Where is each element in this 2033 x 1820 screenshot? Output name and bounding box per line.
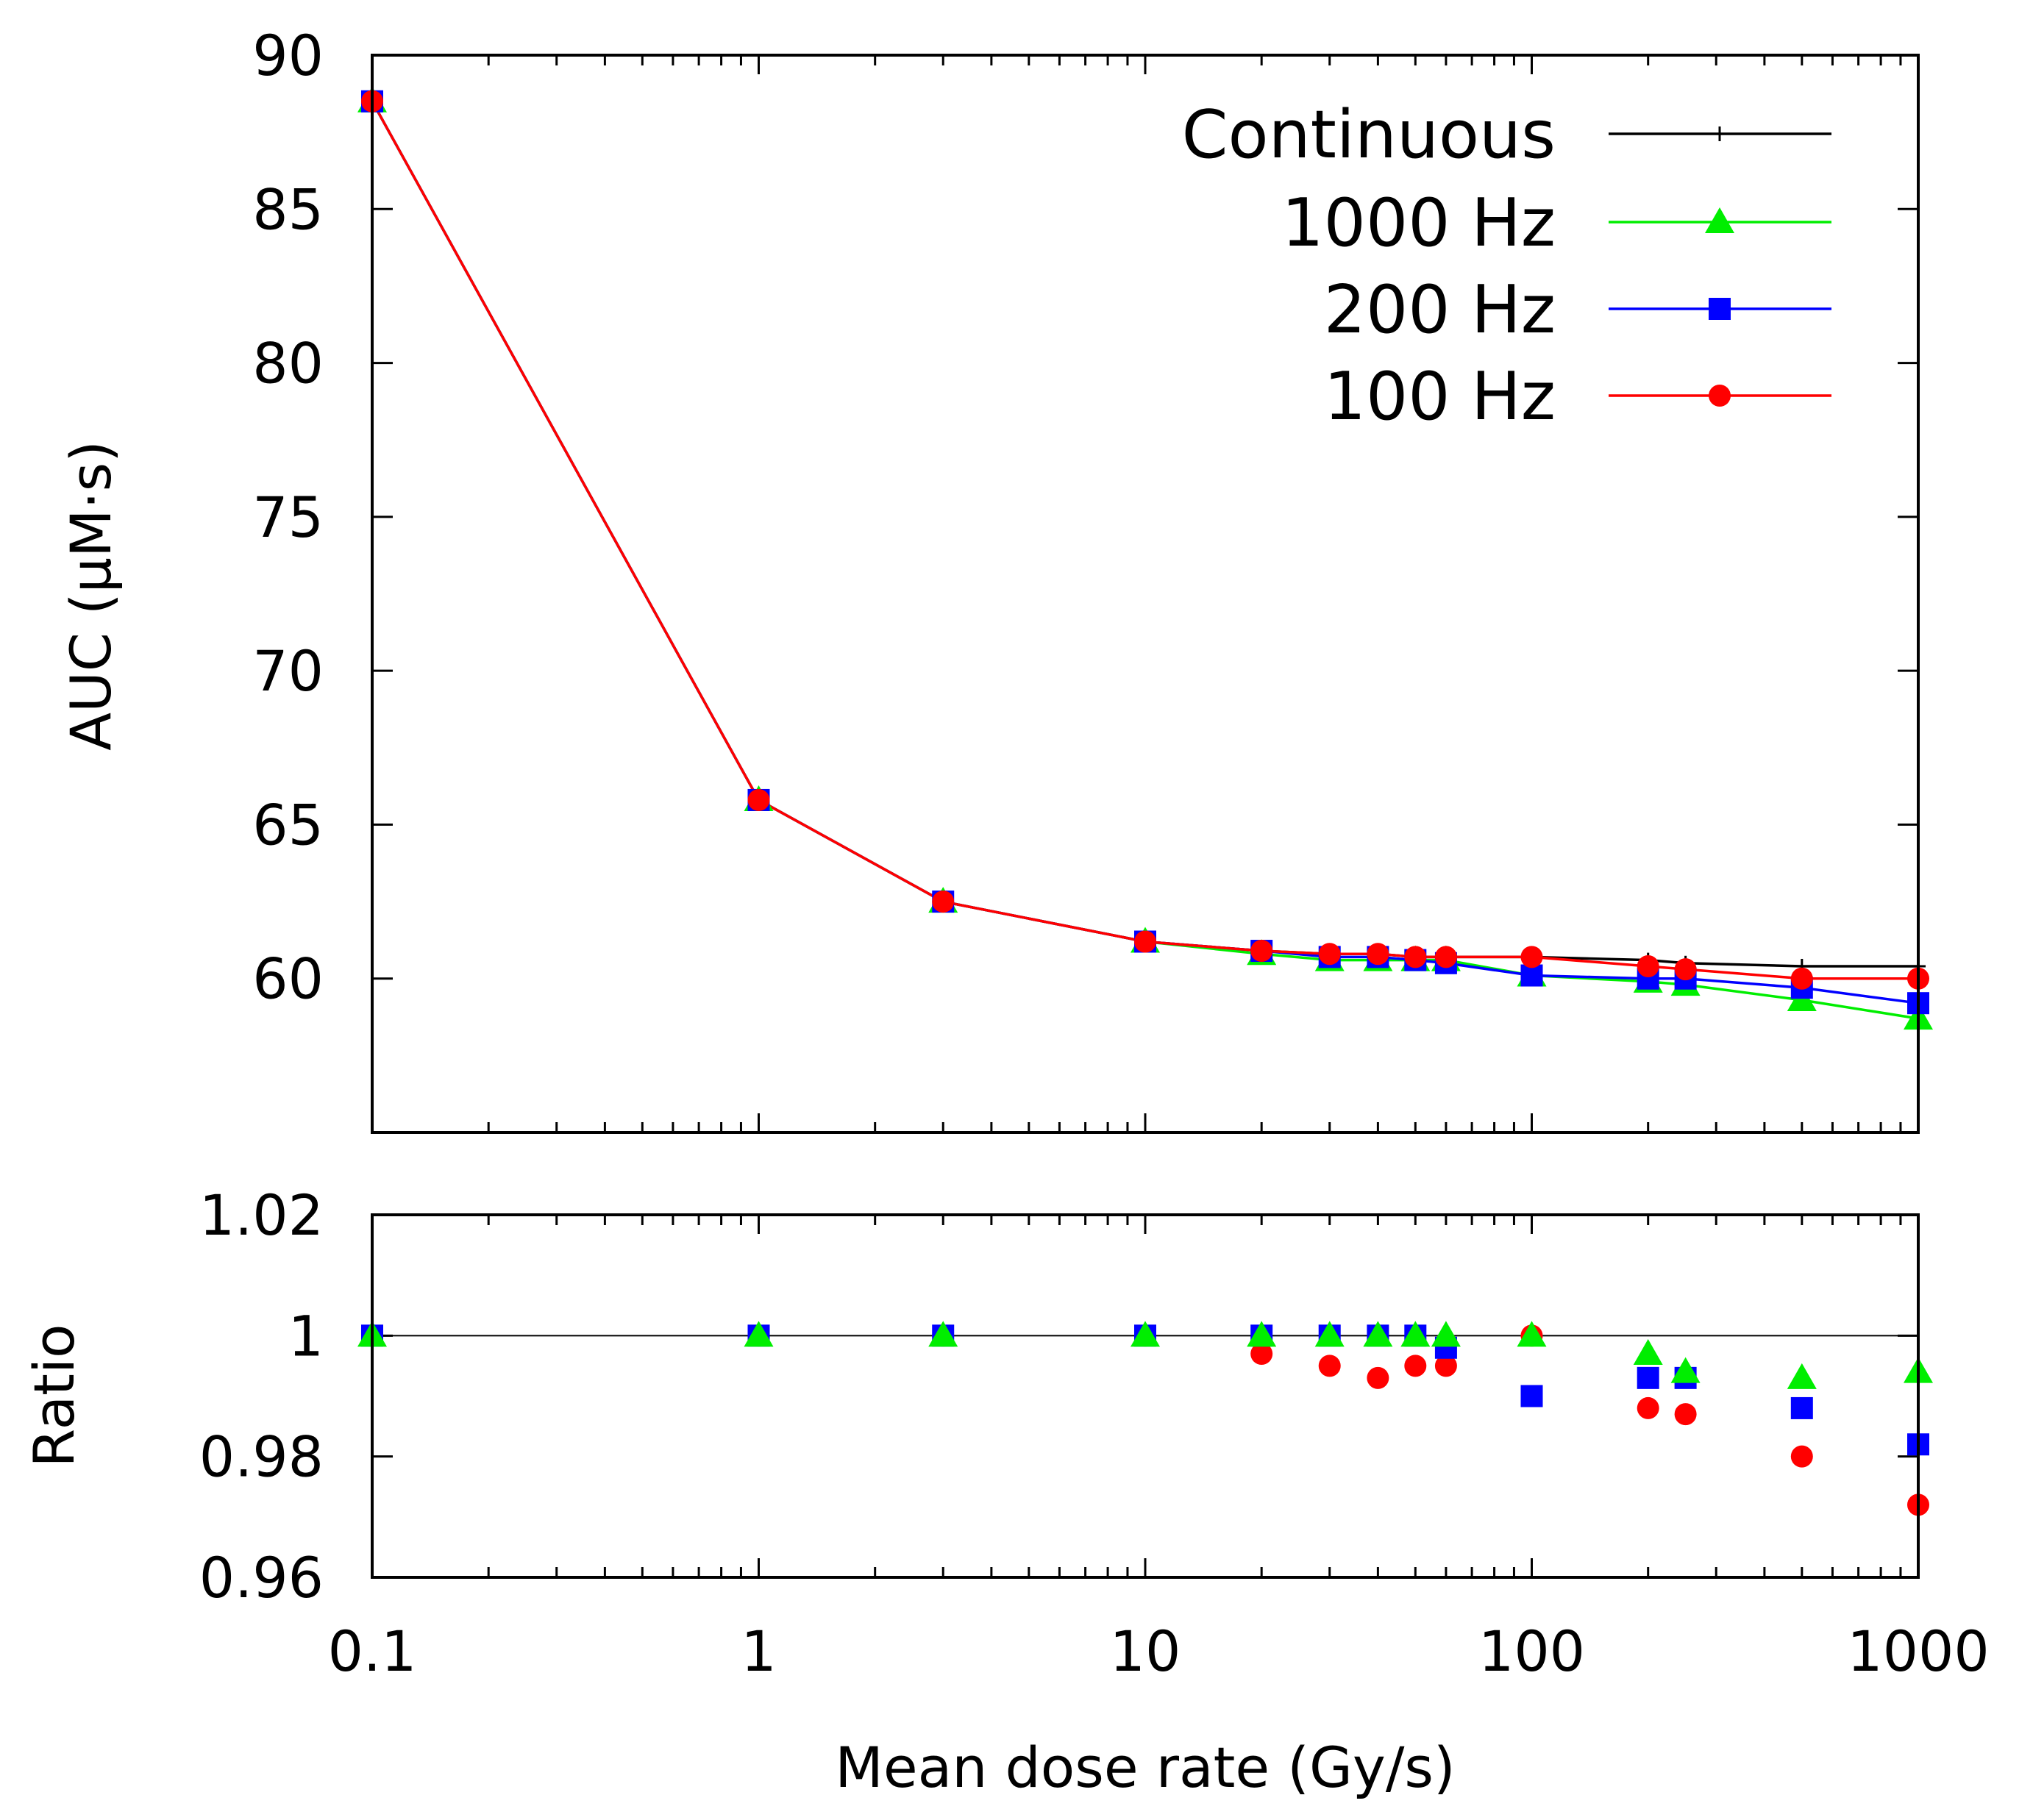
ratio-point-1000-hz: [1400, 1321, 1431, 1347]
auc-point-100-hz: [1134, 930, 1156, 953]
legend-marker-100-hz: [1709, 385, 1731, 407]
auc-point-100-hz: [1674, 958, 1697, 981]
legend: Continuous 1000 Hz 200 Hz 100 Hz: [1182, 96, 1831, 435]
x-axis-label: Mean dose rate (Gy/s): [835, 1735, 1455, 1800]
ratio-point-100-hz: [1318, 1355, 1341, 1377]
ratio-point-100-hz: [1404, 1355, 1427, 1377]
ratio-panel: 0.96 0.98 1 1.02 0.1 1 10 100 1000 Ratio Mean d…: [21, 1182, 1990, 1800]
x-tick-label: 1000: [1847, 1619, 1989, 1684]
auc-y-axis-label: AUC (μM·s): [58, 440, 124, 751]
auc-y-tick-label: 70: [252, 638, 324, 704]
ratio-point-1000-hz: [1633, 1338, 1663, 1365]
legend-marker-continuous: [1712, 126, 1727, 141]
ratio-y-tick-label: 1: [288, 1303, 324, 1368]
auc-point-100-hz: [1318, 943, 1341, 966]
ratio-point-1000-hz: [1314, 1321, 1345, 1347]
auc-point-100-hz: [932, 891, 955, 913]
ratio-point-1000-hz: [1431, 1321, 1461, 1347]
ratio-panel-series: [357, 1321, 1933, 1516]
ratio-point-100-hz: [1250, 1342, 1273, 1365]
ratio-point-1000-hz: [744, 1321, 774, 1347]
legend-label-100-hz: 100 Hz: [1324, 358, 1556, 435]
legend-label-1000-hz: 1000 Hz: [1281, 185, 1556, 262]
ratio-y-tick-label: 0.98: [199, 1424, 324, 1490]
auc-point-100-hz: [1404, 946, 1427, 968]
ratio-point-1000-hz: [1787, 1363, 1817, 1389]
x-tick-label: 100: [1478, 1619, 1585, 1684]
auc-panel-series: [357, 86, 1933, 1030]
ratio-point-100-hz: [1674, 1403, 1697, 1426]
auc-point-100-hz: [1434, 946, 1457, 968]
ratio-point-200-hz: [1520, 1385, 1543, 1407]
legend-label-continuous: Continuous: [1182, 96, 1556, 174]
auc-point-100-hz: [1250, 940, 1273, 963]
auc-point-100-hz: [1637, 954, 1659, 977]
auc-y-tick-label: 85: [252, 176, 324, 242]
ratio-point-100-hz: [1434, 1355, 1457, 1377]
ratio-point-1000-hz: [1363, 1321, 1393, 1347]
ratio-plot-frame: [371, 1213, 1920, 1579]
x-tick-labels: 0.1 1 10 100 1000: [328, 1619, 1990, 1684]
legend-marker-200-hz: [1709, 298, 1731, 320]
auc-y-tick-label: 60: [252, 946, 324, 1012]
auc-point-200-hz: [1520, 964, 1543, 987]
auc-y-tick-label: 75: [252, 485, 324, 550]
ratio-point-1000-hz: [1131, 1321, 1160, 1347]
ratio-point-100-hz: [1637, 1396, 1659, 1419]
auc-y-tick-label: 80: [252, 331, 324, 396]
legend-marker-1000-hz: [1705, 207, 1734, 233]
auc-y-tick-label: 65: [252, 792, 324, 857]
x-tick-label: 10: [1110, 1619, 1181, 1684]
auc-panel: 60 65 70 75 80 85 90 AUC (μM·s) Continuous 1000…: [58, 23, 1933, 1134]
auc-point-100-hz: [747, 788, 770, 811]
auc-y-tick-label: 90: [252, 23, 324, 88]
legend-label-200-hz: 200 Hz: [1324, 271, 1556, 349]
ratio-y-axis-label: Ratio: [21, 1324, 87, 1467]
ratio-point-1000-hz: [1517, 1321, 1547, 1347]
ratio-point-1000-hz: [1670, 1357, 1701, 1383]
auc-panel-ticks: [371, 54, 1918, 1132]
auc-point-100-hz: [1367, 943, 1389, 966]
auc-point-100-hz: [1520, 946, 1543, 968]
ratio-point-100-hz: [1367, 1366, 1389, 1389]
ratio-y-tick-label: 0.96: [199, 1545, 324, 1610]
ratio-y-tick-labels: 0.96 0.98 1 1.02: [199, 1182, 324, 1610]
ratio-point-200-hz: [1790, 1396, 1813, 1419]
x-tick-label: 0.1: [328, 1619, 417, 1684]
ratio-point-1000-hz: [1247, 1321, 1277, 1347]
ratio-point-1000-hz: [928, 1321, 958, 1347]
x-tick-label: 1: [741, 1619, 776, 1684]
auc-point-100-hz: [1790, 967, 1813, 990]
ratio-point-200-hz: [1637, 1366, 1659, 1389]
auc-y-tick-labels: 60 65 70 75 80 85 90: [252, 23, 324, 1012]
ratio-point-100-hz: [1790, 1445, 1813, 1468]
auc-plot-frame: [371, 54, 1920, 1134]
ratio-y-tick-label: 1.02: [199, 1182, 324, 1248]
